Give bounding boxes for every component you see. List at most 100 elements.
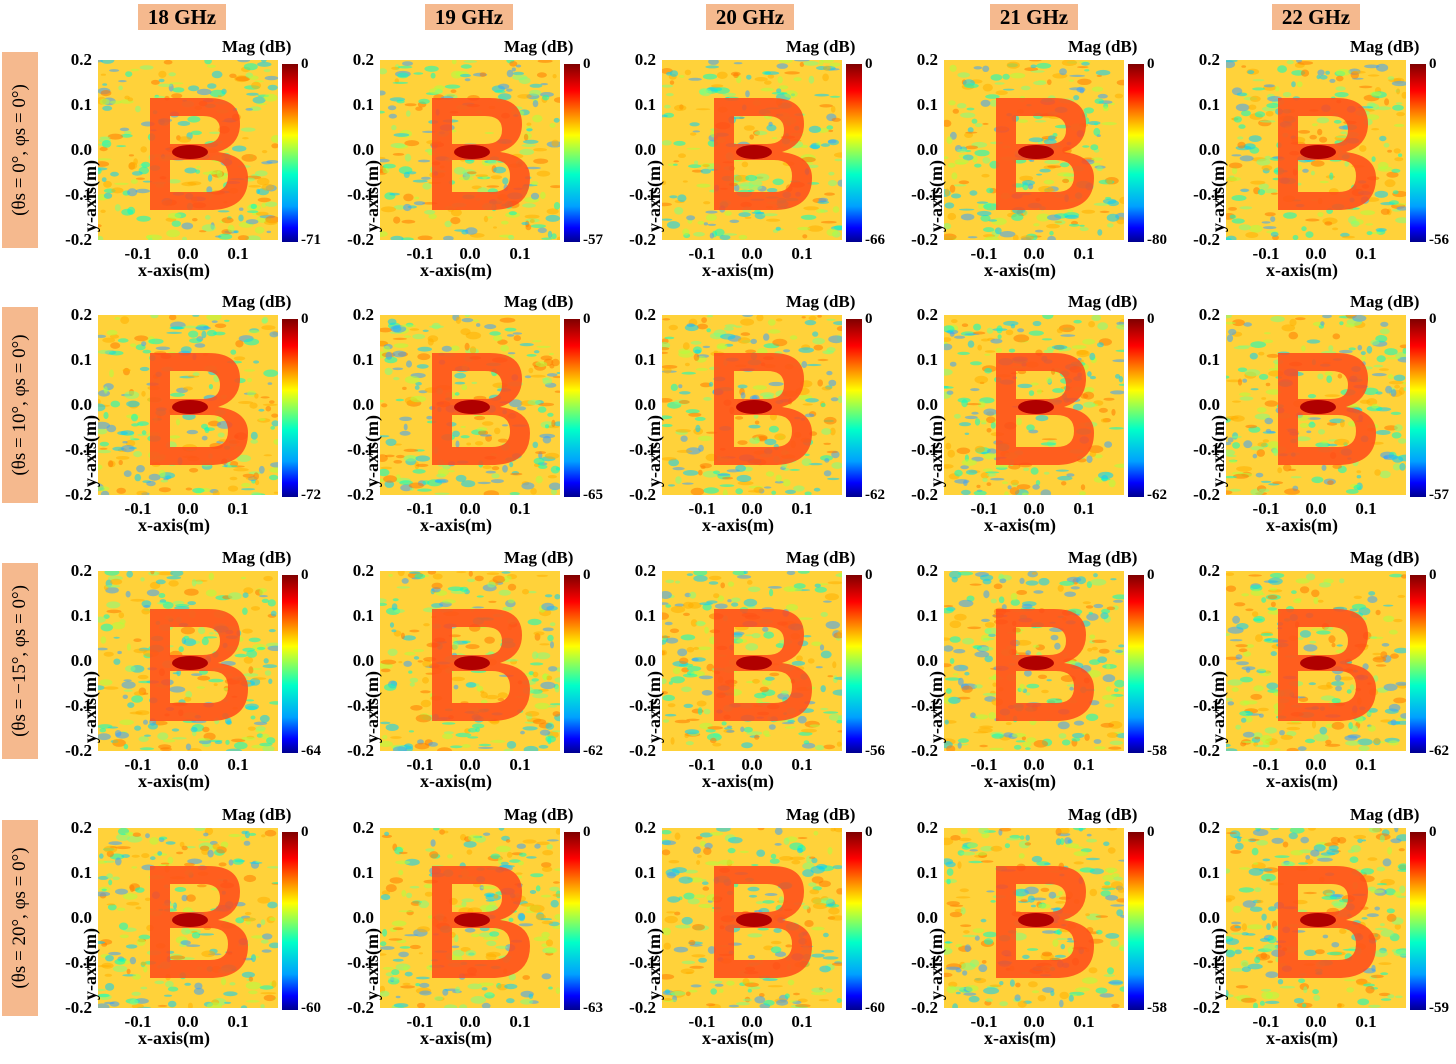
- noise-speckle: [829, 95, 841, 98]
- y-tick-label: -0.2: [1193, 485, 1220, 504]
- noise-speckle: [99, 853, 104, 859]
- noise-speckle: [990, 338, 1003, 344]
- noise-speckle: [970, 388, 980, 392]
- noise-speckle: [476, 595, 484, 598]
- noise-speckle: [1115, 650, 1124, 653]
- noise-speckle: [138, 934, 151, 940]
- noise-speckle: [209, 89, 226, 98]
- hotspot: [454, 656, 490, 670]
- noise-speckle: [682, 673, 698, 678]
- noise-speckle: [694, 160, 699, 165]
- colorbar-min: -62: [1429, 743, 1449, 759]
- noise-speckle: [1348, 347, 1356, 351]
- noise-speckle: [752, 385, 767, 390]
- noise-speckle: [1348, 722, 1353, 730]
- noise-speckle: [547, 475, 557, 479]
- noise-speckle: [250, 439, 258, 444]
- noise-speckle: [837, 179, 842, 187]
- noise-speckle: [833, 225, 842, 230]
- noise-speckle: [826, 370, 833, 376]
- noise-speckle: [255, 860, 260, 863]
- noise-speckle: [119, 719, 134, 726]
- noise-speckle: [259, 714, 270, 723]
- noise-speckle: [106, 903, 116, 906]
- noise-speckle: [190, 726, 198, 733]
- y-tick-label: -0.2: [911, 230, 938, 249]
- noise-speckle: [515, 64, 522, 68]
- noise-speckle: [486, 185, 500, 188]
- noise-speckle: [1375, 609, 1381, 616]
- noise-speckle: [1041, 438, 1058, 441]
- noise-speckle: [248, 666, 254, 674]
- noise-speckle: [459, 1004, 468, 1008]
- noise-speckle: [1094, 454, 1103, 459]
- noise-speckle: [169, 686, 186, 693]
- noise-speckle: [1106, 732, 1119, 738]
- noise-speckle: [392, 81, 409, 84]
- noise-speckle: [771, 490, 777, 495]
- noise-speckle: [1249, 224, 1263, 233]
- noise-speckle: [708, 575, 722, 581]
- noise-speckle: [150, 571, 155, 575]
- x-tick-label: 0.1: [1355, 755, 1377, 774]
- noise-speckle: [172, 87, 185, 93]
- noise-speckle: [1016, 590, 1028, 595]
- noise-speckle: [944, 119, 952, 127]
- noise-speckle: [793, 992, 800, 996]
- noise-speckle: [1383, 683, 1398, 691]
- noise-speckle: [785, 604, 798, 611]
- noise-speckle: [530, 192, 540, 200]
- heatmap-image: [98, 571, 278, 751]
- noise-speckle: [1295, 415, 1311, 421]
- noise-speckle: [506, 334, 515, 337]
- noise-speckle: [1041, 689, 1049, 694]
- noise-speckle: [502, 606, 513, 611]
- noise-speckle: [380, 941, 387, 947]
- x-tick-label: -0.1: [688, 755, 716, 774]
- colorbar: [564, 319, 580, 497]
- noise-speckle: [706, 1003, 716, 1007]
- noise-speckle: [1249, 352, 1258, 360]
- noise-speckle: [450, 345, 460, 352]
- heatmap-svg: [944, 315, 1124, 495]
- noise-speckle: [131, 866, 138, 869]
- noise-speckle: [1010, 593, 1018, 601]
- noise-speckle: [1335, 68, 1351, 76]
- noise-speckle: [479, 904, 493, 913]
- noise-speckle: [1091, 315, 1101, 321]
- noise-speckle: [1319, 136, 1328, 143]
- noise-speckle: [129, 884, 135, 893]
- heatmap-image: [662, 828, 842, 1008]
- noise-speckle: [224, 148, 229, 151]
- noise-speckle: [490, 739, 506, 743]
- colorbar-min: -58: [1147, 743, 1167, 759]
- noise-speckle: [771, 137, 778, 140]
- colorbar-min: -80: [1147, 232, 1167, 248]
- noise-speckle: [1394, 647, 1406, 654]
- noise-speckle: [734, 174, 750, 182]
- noise-speckle: [837, 730, 842, 733]
- y-tick-label: 0.0: [352, 908, 374, 927]
- noise-speckle: [944, 156, 949, 160]
- noise-speckle: [403, 448, 418, 452]
- noise-speckle: [707, 946, 716, 954]
- noise-speckle: [104, 571, 120, 576]
- noise-speckle: [1016, 484, 1031, 490]
- noise-speckle: [539, 643, 550, 646]
- noise-speckle: [197, 675, 211, 681]
- noise-speckle: [957, 103, 967, 109]
- noise-speckle: [135, 887, 145, 893]
- noise-speckle: [141, 430, 147, 435]
- noise-speckle: [483, 936, 499, 941]
- noise-speckle: [123, 689, 133, 692]
- noise-speckle: [451, 60, 457, 65]
- noise-speckle: [823, 711, 839, 714]
- noise-speckle: [145, 833, 150, 839]
- noise-speckle: [1307, 417, 1321, 420]
- noise-speckle: [1020, 235, 1034, 240]
- noise-speckle: [148, 473, 161, 481]
- noise-speckle: [668, 484, 675, 487]
- noise-speckle: [1087, 647, 1093, 652]
- noise-speckle: [1077, 78, 1092, 85]
- noise-speckle: [478, 743, 492, 747]
